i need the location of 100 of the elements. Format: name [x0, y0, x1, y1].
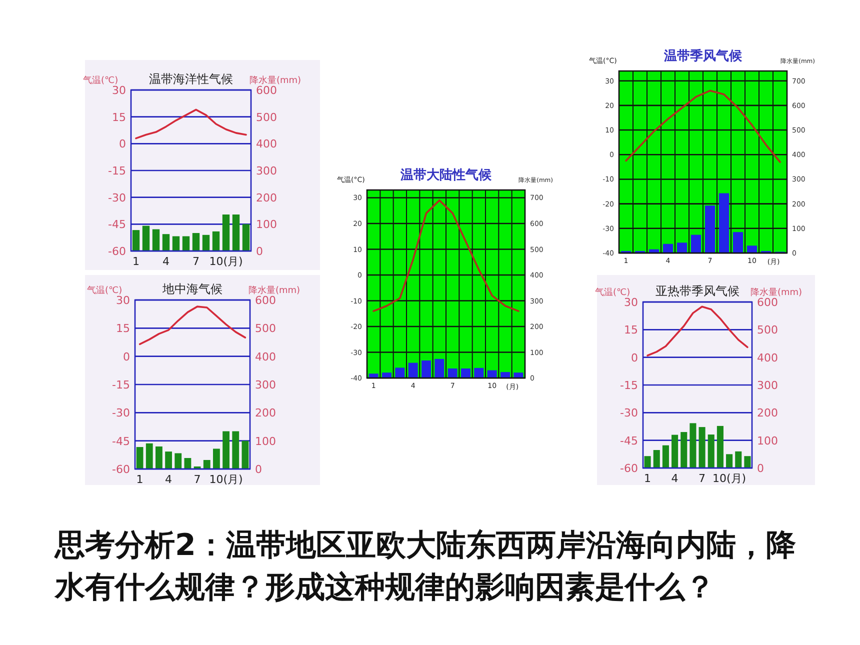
y2-tick-label: 500: [757, 324, 778, 337]
y-axis-title: 气温(℃): [595, 287, 630, 298]
line-series: [625, 90, 781, 163]
y2-tick-label: 600: [757, 296, 778, 309]
y2-tick-label: 0: [255, 462, 262, 476]
chart-title: 温带海洋性气候: [149, 72, 233, 86]
bar: [676, 242, 688, 253]
y-tick-label: 0: [123, 350, 130, 364]
bar: [172, 236, 180, 251]
bar: [146, 443, 153, 469]
y-tick-label: -45: [112, 434, 130, 448]
bar: [662, 445, 669, 468]
bar: [136, 447, 144, 469]
chart-title: 温带季风气候: [663, 48, 743, 64]
y2-tick-label: 300: [757, 378, 778, 392]
bar: [744, 456, 751, 468]
bar: [222, 431, 230, 469]
x-tick-label: 7: [194, 473, 201, 486]
y2-tick-label: 500: [255, 322, 276, 336]
x-tick-label: 10(月): [209, 255, 243, 268]
bar: [132, 230, 140, 251]
y2-tick-label: 0: [256, 244, 263, 258]
y2-tick-label: 200: [255, 406, 276, 420]
bar: [732, 232, 744, 253]
chart-title: 地中海气候: [162, 282, 222, 296]
bar: [152, 229, 160, 251]
y2-tick-label: 200: [757, 406, 778, 420]
bar: [182, 236, 190, 251]
y-tick-label: 15: [624, 324, 638, 337]
chart-title: 亚热带季风气候: [656, 284, 740, 298]
bar: [690, 234, 702, 253]
bar: [222, 214, 230, 251]
y-tick-label: -30: [108, 191, 126, 204]
x-tick-label: 1: [136, 473, 144, 486]
line-series: [372, 199, 520, 312]
y-tick-label: 0: [119, 138, 126, 151]
y2-tick-label: 100: [255, 434, 276, 448]
bar: [142, 226, 150, 251]
y-tick-label: -45: [108, 218, 126, 232]
bar: [672, 434, 678, 468]
y2-tick-label: 500: [256, 110, 277, 124]
y-tick-label: -30: [112, 406, 130, 420]
bar: [184, 458, 192, 469]
bar: [735, 451, 742, 468]
bar: [165, 452, 172, 469]
y-tick-label: -15: [108, 164, 126, 178]
y-tick-label: 30: [116, 294, 130, 307]
y2-tick-label: 200: [256, 191, 277, 204]
bar: [726, 454, 733, 468]
bar: [662, 244, 674, 253]
y2-tick-label: 400: [256, 138, 277, 151]
y-tick-label: -60: [620, 462, 638, 475]
y2-tick-label: 300: [255, 378, 276, 392]
bar: [174, 453, 182, 469]
bar: [746, 246, 758, 253]
y2-tick-label: 400: [757, 351, 778, 364]
x-tick-label: 1: [644, 472, 652, 485]
y-axis-title: 气温(℃): [87, 285, 122, 296]
y-tick-label: -15: [620, 378, 638, 392]
bar: [232, 214, 240, 251]
y-tick-label: -15: [112, 378, 130, 392]
bar: [242, 224, 250, 251]
bar: [232, 431, 240, 469]
x-tick-label: 7: [698, 472, 706, 485]
bar: [212, 231, 220, 251]
y2-axis-title: 降水量(mm): [248, 285, 300, 296]
bar: [203, 460, 210, 469]
y-tick-label: -30: [620, 406, 638, 420]
y2-tick-label: 100: [256, 218, 277, 232]
bar: [242, 440, 249, 469]
line-series: [135, 108, 247, 140]
x-tick-label: 7: [192, 255, 200, 268]
x-tick-label: 4: [671, 472, 678, 485]
x-tick-label: 4: [162, 255, 170, 268]
y-tick-label: 15: [112, 110, 126, 124]
y-tick-label: -45: [620, 434, 638, 448]
bar: [213, 448, 220, 469]
y2-tick-label: 100: [757, 434, 778, 448]
bar: [704, 206, 716, 253]
line-series: [138, 306, 246, 346]
y2-axis-title: 降水量(mm): [249, 75, 301, 86]
bar: [156, 446, 162, 469]
bar: [202, 234, 210, 251]
y2-tick-label: 300: [256, 164, 277, 178]
bar: [698, 427, 706, 468]
bar: [644, 456, 651, 468]
bar: [690, 423, 696, 468]
line-series: [646, 306, 748, 356]
bar: [716, 426, 724, 468]
y-tick-label: 30: [624, 296, 638, 309]
bar: [653, 450, 660, 468]
bar: [162, 234, 170, 251]
bar: [718, 193, 730, 253]
y-tick-label: 30: [112, 84, 126, 97]
y-tick-label: -60: [108, 244, 126, 258]
bar: [708, 434, 714, 468]
y2-tick-label: 600: [255, 294, 276, 307]
y2-tick-label: 400: [255, 350, 276, 364]
y-tick-label: 0: [631, 351, 638, 364]
y2-tick-label: 0: [757, 462, 764, 475]
